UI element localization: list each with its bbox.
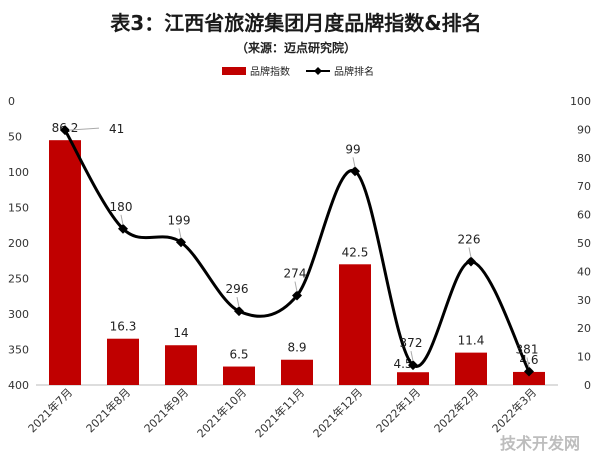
bar (49, 140, 81, 385)
right-tick-label: 10 (577, 351, 591, 364)
bar-value-label: 14 (173, 326, 188, 340)
bar (455, 352, 487, 385)
leader-line (120, 214, 124, 225)
left-tick-label: 250 (8, 273, 29, 286)
x-tick-label: 2021年12月 (310, 385, 365, 440)
legend-bar-swatch (222, 67, 246, 75)
bar-value-label: 42.5 (342, 245, 369, 259)
bar-value-label: 4.5 (393, 357, 412, 371)
right-tick-label: 60 (577, 209, 591, 222)
legend-line-marker (314, 67, 322, 75)
rank-value-label: 296 (226, 282, 249, 296)
bar-value-label: 16.3 (110, 320, 137, 334)
left-tick-label: 100 (8, 166, 29, 179)
rank-labels: 41 180 199 296 274 99 372 226 381 (68, 122, 539, 368)
leader-line (294, 281, 298, 292)
bar (223, 366, 255, 385)
right-tick-label: 40 (577, 265, 591, 278)
rank-marker (350, 166, 360, 177)
leader-line (468, 247, 472, 258)
rank-marker (408, 360, 418, 371)
left-tick-label: 150 (8, 202, 29, 215)
bar (339, 264, 371, 385)
rank-value-label: 199 (168, 213, 191, 227)
leader-line (236, 297, 240, 308)
x-tick-label: 2022年2月 (431, 385, 481, 435)
left-tick-label: 50 (8, 131, 22, 144)
right-tick-label: 70 (577, 180, 591, 193)
rank-marker (118, 223, 128, 234)
bar (513, 371, 545, 385)
rank-value-label: 99 (345, 142, 360, 156)
rank-markers (60, 125, 534, 377)
x-tick-label: 2021年10月 (194, 385, 249, 440)
bar-series (49, 140, 545, 385)
right-tick-label: 100 (570, 95, 591, 108)
rank-value-label: 372 (400, 336, 423, 350)
right-tick-label: 90 (577, 123, 591, 136)
right-tick-label: 20 (577, 322, 591, 335)
bar (107, 338, 139, 385)
rank-value-label: 180 (110, 200, 133, 214)
right-tick-label: 0 (584, 379, 591, 392)
rank-marker (176, 237, 186, 248)
bar-value-label: 11.4 (458, 334, 485, 348)
right-axis: 0 10 20 30 40 50 60 70 80 90 100 (570, 95, 591, 392)
rank-value-label: 381 (516, 343, 539, 357)
x-axis-labels: 2021年7月 2021年8月 2021年9月 2021年10月 2021年11月 202… (25, 385, 539, 440)
leader-line (68, 127, 100, 131)
bar-value-label: 8.9 (287, 341, 306, 355)
leader-line (526, 357, 530, 368)
rank-marker (234, 306, 244, 317)
right-tick-label: 50 (577, 237, 591, 250)
right-tick-label: 80 (577, 152, 591, 165)
bar (281, 359, 313, 385)
bar-value-label: 6.5 (229, 348, 248, 362)
chart-title: 表3：江西省旅游集团月度品牌指数&排名 (110, 11, 481, 35)
rank-line (63, 129, 531, 373)
x-tick-label: 2022年3月 (489, 385, 539, 435)
legend: 品牌指数 品牌排名 (222, 65, 374, 78)
x-tick-label: 2022年1月 (373, 385, 423, 435)
bar (397, 372, 429, 385)
rank-marker (466, 256, 476, 267)
x-tick-label: 2021年7月 (25, 385, 75, 435)
legend-line-label: 品牌排名 (334, 65, 374, 78)
x-tick-label: 2021年11月 (252, 385, 307, 440)
leader-line (178, 228, 182, 239)
rank-marker (524, 366, 534, 377)
rank-value-label: 274 (284, 267, 307, 281)
left-tick-label: 300 (8, 308, 29, 321)
bar (165, 345, 197, 385)
watermark: 技术开发网 (500, 434, 580, 453)
right-tick-label: 30 (577, 294, 591, 307)
left-tick-label: 400 (8, 379, 29, 392)
chart-subtitle: （来源：迈点研究院） (236, 40, 356, 55)
left-tick-label: 0 (8, 95, 15, 108)
rank-marker (60, 125, 70, 136)
rank-value-label: 226 (458, 232, 481, 246)
rank-value-label: 41 (109, 122, 124, 136)
legend-bar-label: 品牌指数 (250, 65, 290, 78)
x-tick-label: 2021年9月 (141, 385, 191, 435)
leader-line (352, 157, 356, 168)
x-tick-label: 2021年8月 (83, 385, 133, 435)
rank-marker (292, 290, 302, 301)
left-tick-label: 200 (8, 237, 29, 250)
left-tick-label: 350 (8, 344, 29, 357)
leader-line (410, 351, 414, 362)
